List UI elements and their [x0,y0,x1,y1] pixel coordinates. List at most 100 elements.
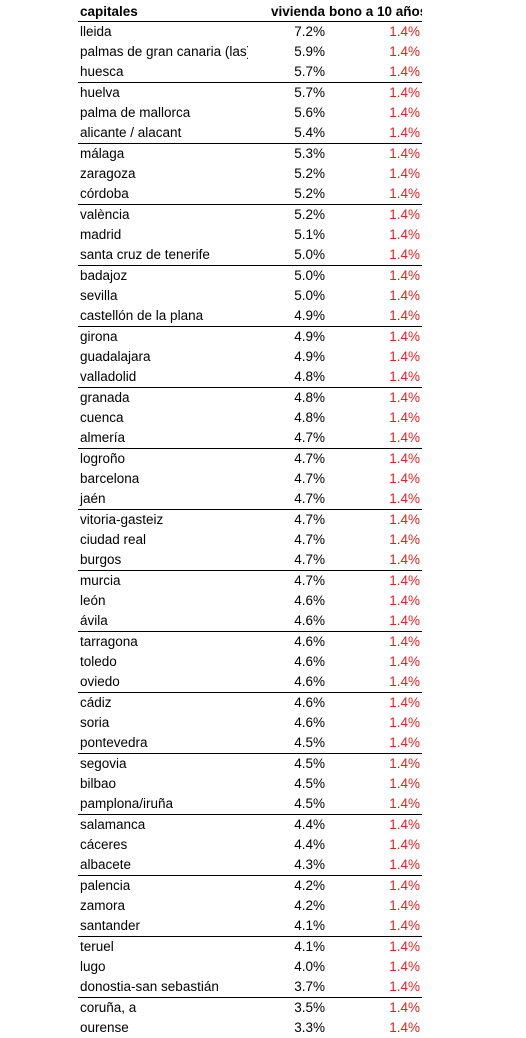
bono-cell[interactable]: 1.4% [327,530,422,550]
bono-cell[interactable]: 1.4% [327,794,422,815]
city-cell[interactable]: ourense [78,1018,248,1038]
city-cell[interactable]: huesca [78,62,248,83]
vivienda-cell[interactable]: 4.1% [248,916,327,937]
vivienda-cell[interactable]: 5.2% [248,205,327,226]
city-cell[interactable]: murcia [78,571,248,592]
vivienda-cell[interactable]: 4.6% [248,672,327,693]
city-cell[interactable]: vitoria-gasteiz [78,510,248,531]
vivienda-cell[interactable]: 4.7% [248,489,327,510]
bono-cell[interactable]: 1.4% [327,693,422,714]
bono-cell[interactable]: 1.4% [327,1018,422,1038]
vivienda-cell[interactable]: 4.6% [248,693,327,714]
bono-cell[interactable]: 1.4% [327,42,422,62]
bono-cell[interactable]: 1.4% [327,672,422,693]
bono-cell[interactable]: 1.4% [327,144,422,165]
bono-cell[interactable]: 1.4% [327,164,422,184]
vivienda-cell[interactable]: 5.2% [248,184,327,205]
city-cell[interactable]: málaga [78,144,248,165]
city-cell[interactable]: girona [78,327,248,348]
vivienda-cell[interactable]: 5.2% [248,164,327,184]
city-cell[interactable]: cádiz [78,693,248,714]
city-cell[interactable]: santander [78,916,248,937]
city-cell[interactable]: córdoba [78,184,248,205]
city-cell[interactable]: segovia [78,754,248,775]
bono-cell[interactable]: 1.4% [327,205,422,226]
city-cell[interactable]: toledo [78,652,248,672]
bono-cell[interactable]: 1.4% [327,652,422,672]
city-cell[interactable]: madrid [78,225,248,245]
vivienda-cell[interactable]: 4.7% [248,571,327,592]
city-cell[interactable]: palma de mallorca [78,103,248,123]
vivienda-cell[interactable]: 5.0% [248,266,327,287]
bono-cell[interactable]: 1.4% [327,571,422,592]
vivienda-cell[interactable]: 5.6% [248,103,327,123]
vivienda-cell[interactable]: 4.6% [248,713,327,733]
city-cell[interactable]: zaragoza [78,164,248,184]
bono-cell[interactable]: 1.4% [327,591,422,611]
bono-cell[interactable]: 1.4% [327,123,422,144]
header-vivienda[interactable]: vivienda [248,2,327,22]
city-cell[interactable]: badajoz [78,266,248,287]
bono-cell[interactable]: 1.4% [327,225,422,245]
bono-cell[interactable]: 1.4% [327,957,422,977]
bono-cell[interactable]: 1.4% [327,489,422,510]
vivienda-cell[interactable]: 5.0% [248,286,327,306]
city-cell[interactable]: palmas de gran canaria (las) [78,42,248,62]
bono-cell[interactable]: 1.4% [327,713,422,733]
city-cell[interactable]: valència [78,205,248,226]
bono-cell[interactable]: 1.4% [327,184,422,205]
vivienda-cell[interactable]: 4.7% [248,469,327,489]
city-cell[interactable]: guadalajara [78,347,248,367]
bono-cell[interactable]: 1.4% [327,449,422,470]
vivienda-cell[interactable]: 4.8% [248,367,327,388]
bono-cell[interactable]: 1.4% [327,937,422,958]
city-cell[interactable]: donostia-san sebastián [78,977,248,998]
vivienda-cell[interactable]: 4.4% [248,815,327,836]
vivienda-cell[interactable]: 4.3% [248,855,327,876]
bono-cell[interactable]: 1.4% [327,245,422,266]
bono-cell[interactable]: 1.4% [327,815,422,836]
vivienda-cell[interactable]: 4.6% [248,632,327,653]
bono-cell[interactable]: 1.4% [327,408,422,428]
city-cell[interactable]: soria [78,713,248,733]
vivienda-cell[interactable]: 5.4% [248,123,327,144]
bono-cell[interactable]: 1.4% [327,83,422,104]
vivienda-cell[interactable]: 4.5% [248,774,327,794]
bono-cell[interactable]: 1.4% [327,62,422,83]
vivienda-cell[interactable]: 4.7% [248,530,327,550]
bono-cell[interactable]: 1.4% [327,896,422,916]
vivienda-cell[interactable]: 5.3% [248,144,327,165]
bono-cell[interactable]: 1.4% [327,632,422,653]
header-capitales[interactable]: capitales [78,2,248,22]
vivienda-cell[interactable]: 4.7% [248,510,327,531]
vivienda-cell[interactable]: 4.7% [248,428,327,449]
bono-cell[interactable]: 1.4% [327,998,422,1019]
city-cell[interactable]: salamanca [78,815,248,836]
city-cell[interactable]: barcelona [78,469,248,489]
bono-cell[interactable]: 1.4% [327,306,422,327]
vivienda-cell[interactable]: 4.8% [248,408,327,428]
bono-cell[interactable]: 1.4% [327,977,422,998]
city-cell[interactable]: burgos [78,550,248,571]
city-cell[interactable]: león [78,591,248,611]
vivienda-cell[interactable]: 4.1% [248,937,327,958]
vivienda-cell[interactable]: 4.2% [248,896,327,916]
city-cell[interactable]: valladolid [78,367,248,388]
bono-cell[interactable]: 1.4% [327,22,422,43]
bono-cell[interactable]: 1.4% [327,916,422,937]
bono-cell[interactable]: 1.4% [327,347,422,367]
vivienda-cell[interactable]: 5.7% [248,62,327,83]
vivienda-cell[interactable]: 4.9% [248,347,327,367]
city-cell[interactable]: lleida [78,22,248,43]
city-cell[interactable]: almería [78,428,248,449]
vivienda-cell[interactable]: 4.9% [248,306,327,327]
bono-cell[interactable]: 1.4% [327,835,422,855]
vivienda-cell[interactable]: 4.6% [248,591,327,611]
bono-cell[interactable]: 1.4% [327,428,422,449]
city-cell[interactable]: palencia [78,876,248,897]
city-cell[interactable]: cuenca [78,408,248,428]
bono-cell[interactable]: 1.4% [327,754,422,775]
vivienda-cell[interactable]: 3.7% [248,977,327,998]
vivienda-cell[interactable]: 5.7% [248,83,327,104]
city-cell[interactable]: teruel [78,937,248,958]
